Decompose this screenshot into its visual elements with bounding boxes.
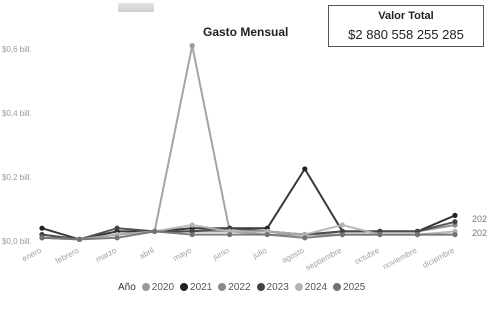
data-point-2025 (39, 235, 45, 241)
x-tick-label: mayo (172, 246, 194, 263)
data-point-2025 (189, 231, 195, 238)
legend-swatch (294, 283, 303, 291)
legend-label: 2024 (304, 281, 328, 293)
legend-label: 2021 (190, 281, 213, 293)
legend-item-2024[interactable]: 2024 (294, 281, 328, 293)
legend-swatch (218, 283, 227, 291)
x-tick-label: julio (251, 246, 269, 261)
data-point-2023 (452, 219, 458, 225)
x-tick-label: diciembre (421, 246, 456, 270)
y-tick-label: $0,0 bill. (2, 237, 32, 246)
data-point-2025 (264, 231, 270, 238)
x-tick-label: abril (138, 246, 156, 261)
data-point-2023 (114, 225, 120, 231)
x-tick-label: febrero (54, 246, 81, 266)
legend-label: 2025 (343, 281, 366, 293)
legend-label: 2020 (151, 281, 175, 293)
legend-item-2023[interactable]: 2023 (256, 281, 289, 293)
kpi-value: $2 880 558 255 285 (348, 27, 464, 42)
legend-item-2022[interactable]: 2022 (218, 281, 251, 293)
data-point-2021 (302, 166, 308, 172)
kpi-label: Valor Total (378, 10, 434, 22)
data-point-2025 (152, 228, 158, 234)
legend-item-2025[interactable]: 2025 (333, 282, 365, 293)
x-tick-label: octubre (353, 246, 381, 267)
legend-items: 2020 2021 2022 2023 2024 2025 (141, 281, 372, 293)
data-point-2025 (302, 235, 308, 241)
series-end-label: 202 (472, 214, 487, 224)
series-line-2023 (41, 220, 456, 241)
data-point-2025 (339, 231, 345, 238)
data-point-2025 (377, 231, 383, 238)
legend-label: 2023 (266, 281, 289, 293)
series-line-2020 (41, 44, 456, 241)
chart-title: Gasto Mensual (203, 25, 289, 39)
data-point-2021 (39, 225, 45, 231)
data-point-2025 (76, 236, 83, 242)
legend-title: Año (118, 281, 136, 293)
y-tick-label: $0,6 bill. (2, 45, 32, 54)
legend-label: 2022 (228, 281, 251, 293)
data-point-2025 (114, 235, 120, 241)
data-point-2021 (452, 212, 458, 218)
data-point-2025 (414, 231, 421, 238)
legend-item-2021[interactable]: 2021 (180, 282, 212, 293)
legend: Año 2020 2021 2022 2023 2024 2025 (118, 280, 371, 294)
total-value-card[interactable]: Valor Total $2 880 558 255 285 (328, 5, 484, 47)
legend-swatch (180, 283, 189, 291)
data-point-2025 (227, 231, 233, 238)
legend-swatch (256, 283, 265, 291)
visual-header-mark (118, 3, 154, 12)
x-tick-label: septiembre (304, 246, 344, 273)
data-point-2025 (452, 231, 458, 238)
series-line-2025 (41, 230, 456, 241)
data-point-2024 (189, 222, 195, 228)
series-end-label: 202 (472, 228, 487, 238)
x-tick-label: enero (21, 246, 44, 264)
legend-item-2020[interactable]: 2020 (141, 281, 175, 293)
data-point-2020 (189, 43, 195, 49)
x-tick-label: noviembre (381, 246, 419, 272)
x-tick-label: marzo (94, 246, 118, 265)
legend-swatch (141, 283, 150, 291)
y-tick-label: $0,2 bill. (2, 173, 32, 182)
legend-swatch (333, 283, 342, 291)
data-point-2024 (339, 222, 345, 228)
y-tick-label: $0,4 bill. (2, 109, 32, 118)
x-tick-label: junio (211, 246, 232, 263)
x-tick-label: agosto (280, 246, 306, 265)
